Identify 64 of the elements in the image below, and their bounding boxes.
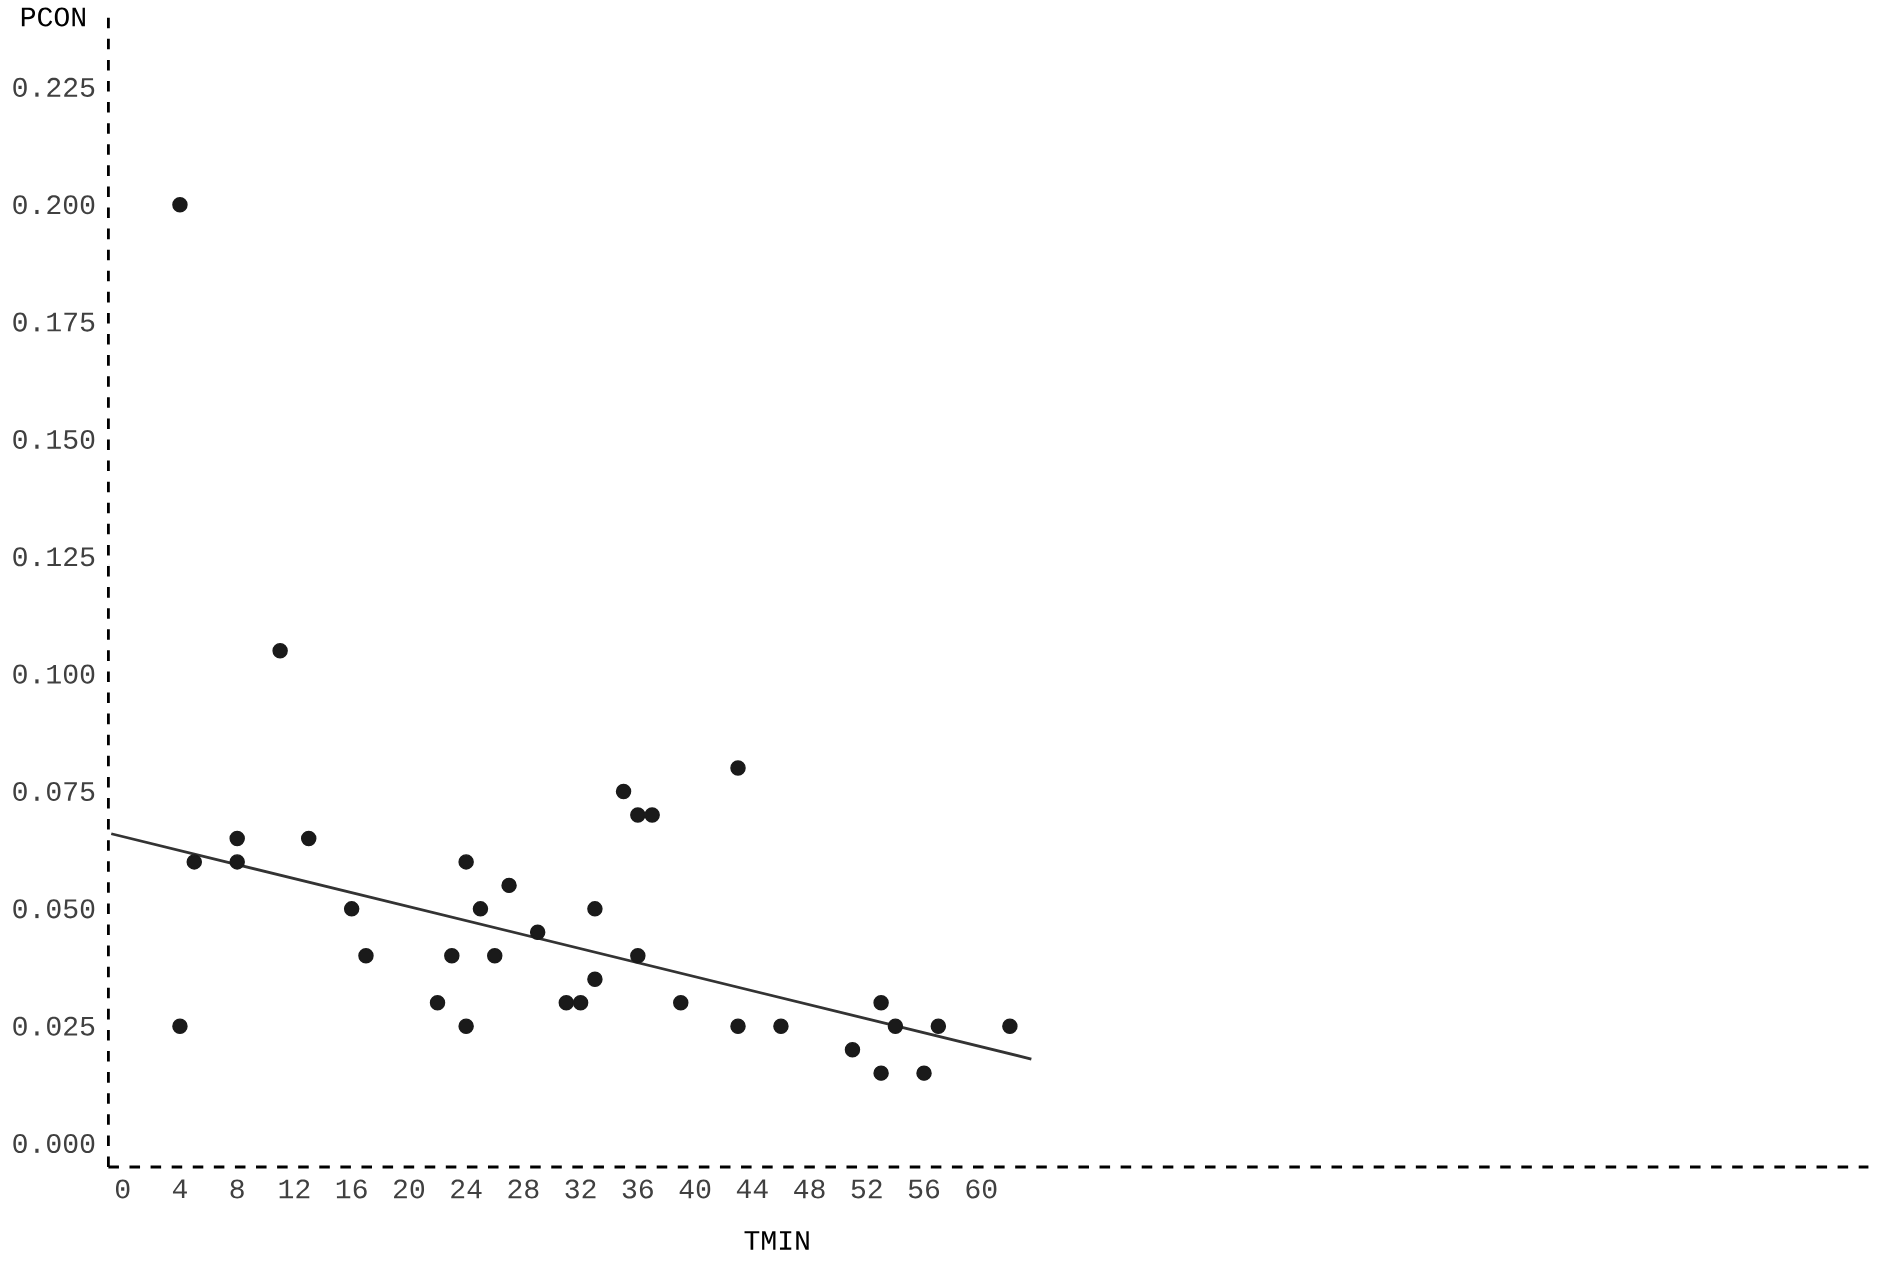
point: [501, 877, 517, 894]
point: [186, 854, 203, 870]
point: [229, 854, 245, 870]
point: [630, 807, 646, 823]
y-tick-label: 0.150: [13, 429, 95, 449]
point: [229, 830, 245, 847]
point: [587, 971, 603, 987]
x-tick-label: 60: [966, 1179, 997, 1199]
x-tick-label: 36: [622, 1179, 653, 1199]
point: [887, 1018, 904, 1034]
point: [930, 1018, 947, 1034]
point: [916, 1065, 932, 1081]
x-tick-label: 12: [279, 1179, 310, 1199]
x-tick-label: 40: [679, 1179, 711, 1199]
point: [615, 783, 632, 800]
y-tick-label: 0.000: [13, 1134, 95, 1154]
x-tick-label: 16: [336, 1179, 367, 1199]
x-tick-label: 24: [451, 1179, 482, 1199]
x-tick-label: 48: [794, 1179, 825, 1199]
point: [472, 901, 489, 917]
point: [630, 948, 646, 964]
y-tick-label: 0.175: [13, 312, 95, 332]
point: [529, 924, 546, 941]
point: [272, 642, 288, 659]
y-tick-label: 0.025: [13, 1016, 95, 1036]
y-axis-title: PCON: [21, 7, 85, 27]
point: [873, 1065, 889, 1081]
x-tick-label: 0: [115, 1179, 130, 1199]
point: [644, 807, 660, 823]
point: [558, 994, 575, 1011]
point: [172, 1018, 188, 1034]
point: [487, 948, 503, 964]
x-tick-label: 44: [736, 1179, 768, 1198]
x-tick-label: 32: [565, 1179, 596, 1199]
x-tick-label: 4: [172, 1179, 187, 1198]
point: [730, 1018, 746, 1034]
point: [587, 901, 603, 917]
y-tick-label: 0.075: [13, 781, 95, 802]
point: [572, 994, 589, 1011]
x-tick-label: 20: [394, 1179, 425, 1199]
x-tick-label: 52: [851, 1179, 882, 1199]
y-tick-label: 0.225: [13, 77, 95, 97]
point: [773, 1018, 789, 1034]
point: [343, 901, 360, 917]
x-tick-label: 56: [908, 1179, 940, 1199]
y-tick-label: 0.100: [13, 664, 95, 684]
y-tick-label: 0.125: [13, 547, 95, 567]
point: [444, 948, 460, 964]
x-tick-label: 28: [508, 1179, 539, 1199]
point: [458, 854, 474, 870]
point: [429, 994, 446, 1011]
y-tick-label: 0.200: [13, 195, 95, 215]
point: [1002, 1018, 1018, 1034]
point: [172, 197, 188, 213]
y-tick-label: 0.050: [13, 899, 95, 919]
point: [873, 994, 889, 1011]
x-axis-title: TMIN: [744, 1231, 809, 1250]
point: [358, 948, 374, 964]
point: [300, 830, 317, 847]
point: [458, 1018, 474, 1034]
x-tick-label: 8: [230, 1179, 244, 1199]
point: [844, 1041, 861, 1058]
point: [730, 760, 746, 776]
point: [673, 994, 689, 1011]
